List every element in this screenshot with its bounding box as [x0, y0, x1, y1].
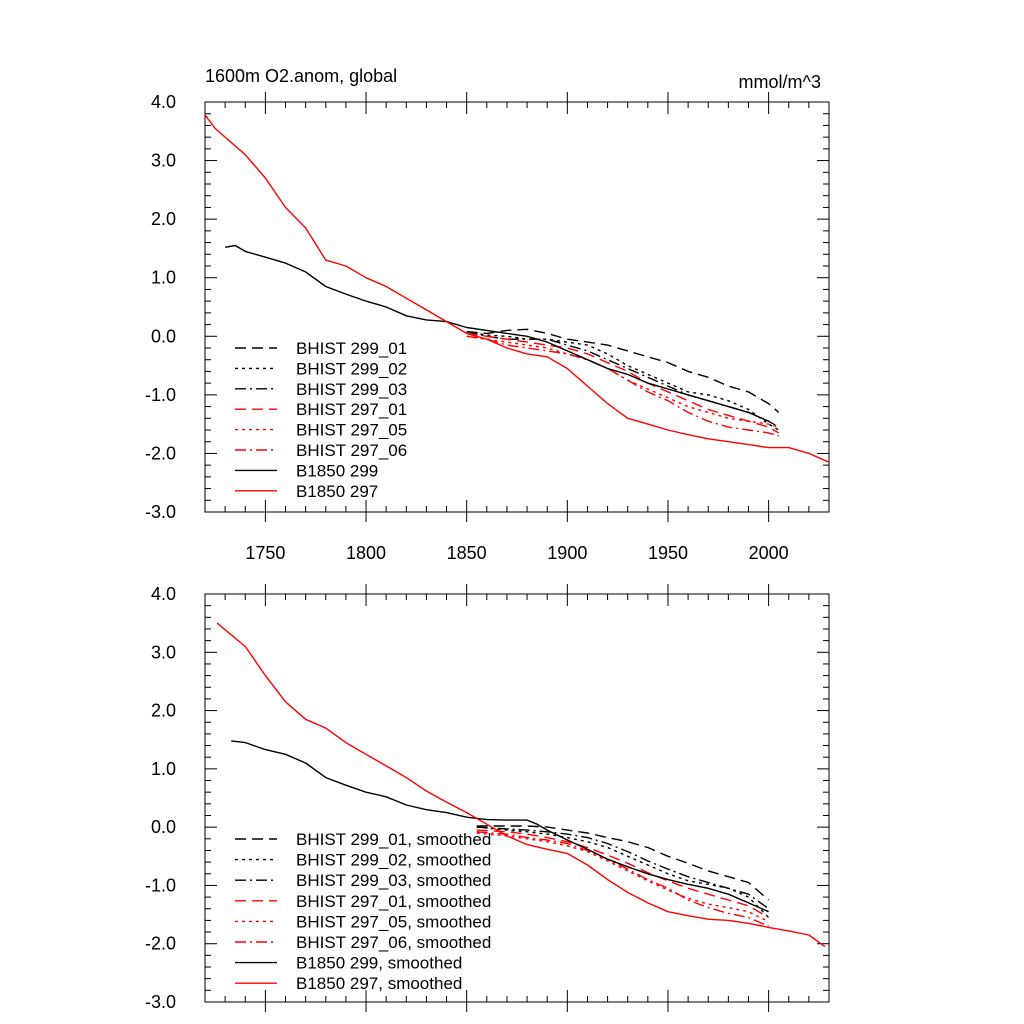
y-tick-label: 2.0 [151, 209, 176, 229]
y-tick-label: 0.0 [151, 817, 176, 837]
legend-label: B1850 299, smoothed [296, 954, 462, 973]
series-line [476, 826, 770, 910]
legend-label: BHIST 297_01 [296, 400, 407, 419]
x-tick-label: 2000 [749, 543, 789, 563]
y-tick-label: 2.0 [151, 701, 176, 721]
series-line [224, 244, 769, 422]
series-line [476, 826, 770, 918]
top-panel: 1750 1800 1850 1900 1950 2000 4.0 3.0 2.0 1.0 0.0 -… [145, 66, 830, 563]
series-line [466, 335, 779, 437]
chart-title: 1600m O2.anom, global [205, 66, 397, 86]
y-tick-label: 1.0 [151, 759, 176, 779]
legend-label: B1850 297 [296, 482, 378, 501]
legend-label: B1850 297, smoothed [296, 974, 462, 993]
y-tick-label: 1.0 [151, 268, 176, 288]
y-tick-label: 4.0 [151, 584, 176, 604]
y-tick-label: -1.0 [145, 385, 176, 405]
series-line [476, 831, 769, 927]
legend-label: BHIST 297_06 [296, 441, 407, 460]
legend-label: BHIST 299_03 [296, 380, 407, 399]
y-tick-label: 3.0 [151, 642, 176, 662]
legend-label: BHIST 299_01, smoothed [296, 830, 491, 849]
y-tick-label: -1.0 [145, 875, 176, 895]
x-tick-label: 1950 [648, 543, 688, 563]
plot-frame [204, 593, 830, 1003]
series-line [231, 740, 769, 913]
x-tick-label: 1800 [346, 543, 386, 563]
chart-units: mmol/m^3 [739, 72, 821, 92]
y-tick-label: 0.0 [151, 326, 176, 346]
legend-label: BHIST 299_03, smoothed [296, 871, 491, 890]
series-line [476, 832, 769, 923]
y-tick-label: 4.0 [151, 92, 176, 112]
legend-label: B1850 299 [296, 461, 378, 480]
series-line [216, 622, 826, 948]
series-line [476, 825, 770, 901]
bottom-panel: 4.0 3.0 2.0 1.0 0.0 -1.0 -2.0 -3.0 BHIST 299_01,… [145, 584, 830, 1012]
legend-label: BHIST 297_05, smoothed [296, 912, 491, 931]
series-line [204, 114, 830, 463]
x-tick-label: 1850 [447, 543, 487, 563]
legend-label: BHIST 299_02, smoothed [296, 851, 491, 870]
series-line [476, 829, 769, 919]
x-tick-label: 1900 [547, 543, 587, 563]
y-tick-label: -3.0 [145, 502, 176, 522]
legend-label: BHIST 299_01 [296, 339, 407, 358]
plot-frame [204, 101, 830, 513]
series-line [466, 332, 780, 434]
x-tick-label: 1750 [245, 543, 285, 563]
legend-label: BHIST 297_05 [296, 421, 407, 440]
legend-label: BHIST 299_02 [296, 359, 407, 378]
y-tick-label: -2.0 [145, 934, 176, 954]
series-line [466, 328, 780, 413]
y-tick-label: 3.0 [151, 151, 176, 171]
series-line [466, 330, 780, 431]
y-tick-label: -3.0 [145, 992, 176, 1012]
legend-label: BHIST 297_01, smoothed [296, 892, 491, 911]
y-tick-label: -2.0 [145, 443, 176, 463]
legend-label: BHIST 297_06, smoothed [296, 933, 491, 952]
